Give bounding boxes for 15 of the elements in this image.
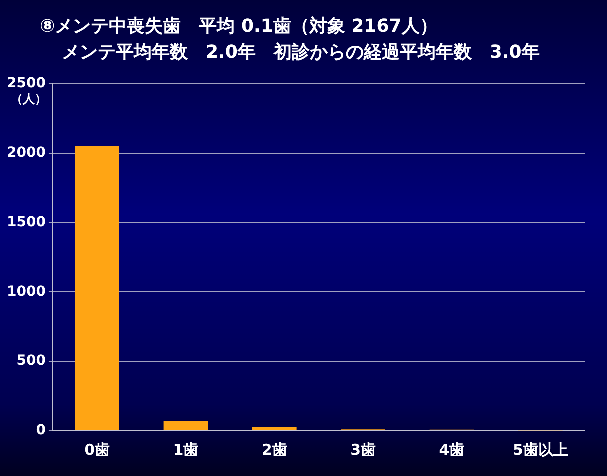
x-tick-label: 1歯 xyxy=(173,440,199,459)
x-tick-label: 5歯以上 xyxy=(512,440,568,459)
y-tick-label: 0 xyxy=(36,422,46,439)
y-tick-label: 2500 xyxy=(6,76,46,92)
y-tick-label: 500 xyxy=(16,353,46,370)
x-tick-label: 0歯 xyxy=(84,440,110,459)
x-tick-label: 3歯 xyxy=(350,440,376,459)
y-tick-label: 2000 xyxy=(6,145,46,162)
y-tick-label: 1500 xyxy=(6,214,46,230)
y-tick-label: 1000 xyxy=(6,284,46,300)
y-axis-title: （人） xyxy=(10,92,47,106)
x-tick-label: 4歯 xyxy=(439,440,465,459)
chart-title: ⑧メンテ中喪失歯 平均 0.1歯（対象 2167人） xyxy=(40,15,438,38)
chart-subtitle: メンテ平均年数 2.0年 初診からの経過平均年数 3.0年 xyxy=(62,41,540,64)
x-tick-label: 2歯 xyxy=(262,440,288,459)
